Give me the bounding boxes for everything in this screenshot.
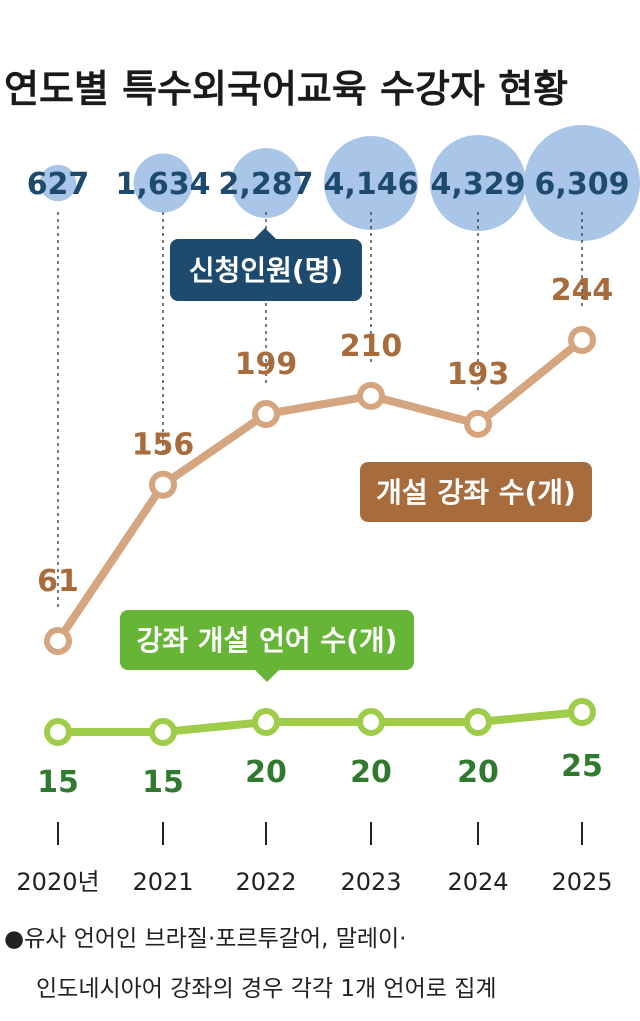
course-point [568, 326, 596, 354]
x-tick-label: 2024 [447, 868, 508, 896]
course-series [44, 326, 596, 655]
applicant-bubble [430, 135, 526, 231]
language-point [149, 718, 177, 746]
x-tick-label: 2021 [132, 868, 193, 896]
footnote-line-1: ●유사 언어인 브라질·포르투갈어, 말레이· [4, 926, 407, 952]
language-value-label: 20 [245, 755, 287, 790]
course-value-label: 61 [37, 564, 79, 599]
language-value-label: 20 [457, 755, 499, 790]
applicant-labels: 627 1,634 2,287 4,146 4,329 6,309 [27, 167, 630, 202]
course-point [44, 627, 72, 655]
applicant-value-label: 2,287 [219, 167, 314, 202]
applicant-bubble [324, 136, 418, 230]
course-value-label: 193 [447, 357, 510, 392]
x-tick-label: 2023 [340, 868, 401, 896]
applicant-bubble [524, 125, 640, 241]
course-line [54, 336, 585, 644]
x-axis-ticks [57, 822, 583, 845]
course-value-label: 244 [551, 273, 614, 308]
applicant-bubbles [39, 125, 640, 241]
course-point [252, 400, 280, 428]
x-tick-label: 2025 [551, 868, 612, 896]
chart-title: 연도별 특수외국어교육 수강자 현황 [4, 67, 568, 111]
language-point [252, 708, 280, 736]
language-value-label: 15 [37, 765, 79, 800]
x-tick-label: 2022 [235, 868, 296, 896]
course-badge-label: 개설 강좌 수(개) [376, 476, 576, 509]
applicant-value-label: 6,309 [535, 167, 630, 202]
language-value-label: 20 [350, 755, 392, 790]
course-value-label: 210 [340, 329, 403, 364]
language-point [44, 718, 72, 746]
applicant-value-label: 1,634 [116, 167, 211, 202]
language-value-label: 25 [561, 749, 603, 784]
course-point [149, 470, 177, 499]
language-series [44, 698, 596, 746]
footnote-line-2: 인도네시아어 강좌의 경우 각각 1개 언어로 집계 [36, 976, 497, 1002]
language-labels: 15 15 20 20 20 25 [37, 749, 603, 800]
language-point [357, 708, 385, 736]
course-value-label: 199 [235, 347, 298, 382]
course-value-label: 156 [132, 428, 195, 463]
applicant-badge: 신청인원(명) [170, 228, 362, 301]
course-point [464, 409, 492, 438]
language-point [568, 698, 596, 726]
x-tick-label: 2020년 [16, 868, 99, 896]
applicant-bubble [231, 148, 301, 218]
course-point [357, 381, 385, 410]
language-point [464, 708, 492, 736]
language-value-label: 15 [142, 765, 184, 800]
course-badge: 개설 강좌 수(개) [360, 462, 592, 522]
x-axis-labels: 2020년 2021 2022 2023 2024 2025 [16, 868, 612, 896]
course-labels: 61 156 199 210 193 244 [37, 273, 613, 599]
applicant-bubble [133, 153, 193, 213]
language-badge: 강좌 개설 언어 수(개) [120, 610, 414, 682]
applicant-value-label: 627 [27, 167, 90, 202]
language-line [58, 708, 583, 736]
applicant-value-label: 4,329 [431, 167, 526, 202]
applicant-bubble [39, 164, 77, 202]
applicant-badge-label: 신청인원(명) [189, 254, 343, 287]
language-badge-label: 강좌 개설 언어 수(개) [137, 624, 398, 657]
applicant-value-label: 4,146 [324, 167, 419, 202]
